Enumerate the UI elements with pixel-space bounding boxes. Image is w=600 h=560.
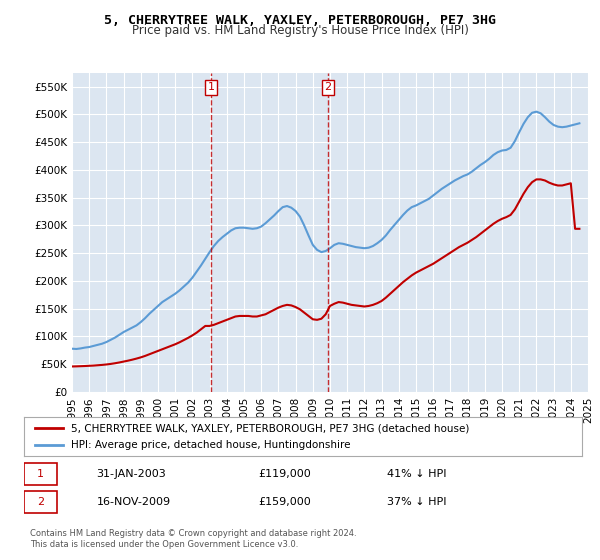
Text: 2: 2 (37, 497, 44, 507)
Text: 5, CHERRYTREE WALK, YAXLEY, PETERBOROUGH, PE7 3HG (detached house): 5, CHERRYTREE WALK, YAXLEY, PETERBOROUGH… (71, 423, 470, 433)
Text: 41% ↓ HPI: 41% ↓ HPI (387, 469, 446, 479)
Text: 2: 2 (325, 82, 331, 92)
Text: 31-JAN-2003: 31-JAN-2003 (97, 469, 166, 479)
Text: Price paid vs. HM Land Registry's House Price Index (HPI): Price paid vs. HM Land Registry's House … (131, 24, 469, 36)
Text: Contains HM Land Registry data © Crown copyright and database right 2024.
This d: Contains HM Land Registry data © Crown c… (30, 529, 356, 549)
FancyBboxPatch shape (24, 491, 58, 513)
Text: 1: 1 (37, 469, 44, 479)
Text: 16-NOV-2009: 16-NOV-2009 (97, 497, 170, 507)
Text: HPI: Average price, detached house, Huntingdonshire: HPI: Average price, detached house, Hunt… (71, 440, 351, 450)
Text: £159,000: £159,000 (259, 497, 311, 507)
Text: 1: 1 (208, 82, 214, 92)
Text: £119,000: £119,000 (259, 469, 311, 479)
Text: 5, CHERRYTREE WALK, YAXLEY, PETERBOROUGH, PE7 3HG: 5, CHERRYTREE WALK, YAXLEY, PETERBOROUGH… (104, 14, 496, 27)
FancyBboxPatch shape (24, 463, 58, 485)
Text: 37% ↓ HPI: 37% ↓ HPI (387, 497, 446, 507)
